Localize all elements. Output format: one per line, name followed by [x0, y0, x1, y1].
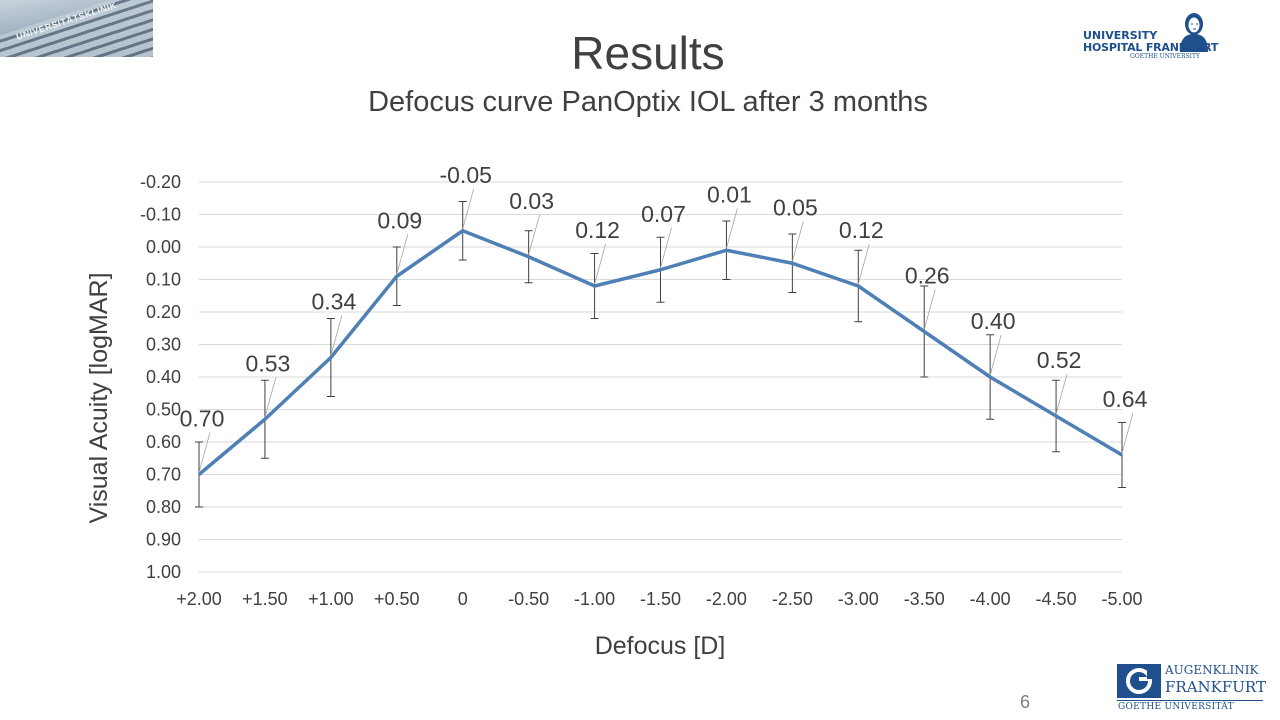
x-tick-label: -3.50 [904, 589, 945, 609]
data-label-leader [989, 334, 1002, 376]
data-label: 0.07 [641, 201, 686, 227]
x-tick-label: +2.00 [176, 589, 222, 609]
building-photo: UNIVERSITÄTSKLINIK [0, 0, 153, 57]
university-hospital-logo: UNIVERSITY HOSPITAL FRANKFURT GOETHE UNI… [1080, 8, 1220, 60]
augenklinik-logo: AUGENKLINIK FRANKFURT GOETHE UNIVERSITÄT [1117, 662, 1266, 712]
augenklinik-logo-line1: AUGENKLINIK [1165, 663, 1259, 677]
y-tick-label: 0.80 [146, 497, 181, 517]
x-tick-label: -4.50 [1036, 589, 1077, 609]
x-axis-title: Defocus [D] [595, 632, 726, 660]
data-label: 0.05 [773, 194, 818, 220]
data-label-leader [923, 289, 936, 330]
augenklinik-logo-line2: FRANKFURT [1165, 678, 1266, 696]
x-tick-label: 0 [458, 589, 468, 609]
data-label: 0.53 [246, 350, 291, 376]
y-tick-label: 0.20 [146, 302, 181, 322]
data-label: 0.12 [575, 217, 620, 243]
data-label-leader [264, 377, 277, 418]
data-label-leader [857, 243, 870, 285]
data-label-leader [528, 214, 541, 255]
x-tick-label: -4.00 [970, 589, 1011, 609]
x-tick-label: +0.50 [374, 589, 420, 609]
data-label: 0.01 [707, 181, 752, 207]
y-tick-label: 1.00 [146, 562, 181, 582]
university-logo-line3: GOETHE UNIVERSITY [1130, 53, 1200, 60]
data-label: 0.12 [839, 217, 884, 243]
slide-subtitle: Defocus curve PanOptix IOL after 3 month… [368, 86, 928, 118]
x-tick-label: -3.00 [838, 589, 879, 609]
x-tick-label: -1.00 [574, 589, 615, 609]
y-tick-label: 0.90 [146, 530, 181, 550]
x-tick-label: -0.50 [508, 589, 549, 609]
augenklinik-emblem-icon [1117, 664, 1161, 698]
y-axis-title: Visual Acuity [logMAR] [85, 272, 113, 523]
data-label: 0.40 [971, 308, 1016, 334]
data-label: 0.64 [1103, 386, 1148, 412]
data-label-leader [660, 227, 672, 268]
x-tick-label: -5.00 [1101, 589, 1142, 609]
data-label: 0.26 [905, 263, 950, 289]
data-label: 0.09 [377, 207, 422, 233]
y-tick-label: -0.20 [140, 172, 181, 192]
y-tick-label: -0.10 [140, 205, 181, 225]
y-tick-label: 0.00 [146, 237, 181, 257]
x-tick-label: -1.50 [640, 589, 681, 609]
y-tick-label: 0.10 [146, 270, 181, 290]
data-label-leader [1121, 412, 1134, 454]
page-number: 6 [1020, 692, 1031, 712]
y-tick-label: 0.50 [146, 400, 181, 420]
x-tick-label: +1.00 [308, 589, 354, 609]
data-label-leader [198, 432, 211, 473]
y-tick-label: 0.40 [146, 367, 181, 387]
goethe-portrait-icon [1180, 13, 1208, 52]
data-label-leader [462, 188, 475, 229]
data-label: -0.05 [439, 162, 491, 188]
data-label-leader [396, 234, 409, 275]
augenklinik-logo-line3: GOETHE UNIVERSITÄT [1118, 702, 1234, 712]
data-label: 0.03 [509, 188, 554, 214]
university-logo-line2: HOSPITAL FRANKFURT [1083, 41, 1219, 54]
y-tick-label: 0.60 [146, 432, 181, 452]
augenklinik-divider [1117, 700, 1263, 701]
data-label: 0.70 [180, 406, 225, 432]
data-label-leader [594, 243, 606, 285]
data-label-leader [726, 208, 738, 249]
data-label: 0.52 [1037, 347, 1082, 373]
x-tick-label: -2.50 [772, 589, 813, 609]
slide-title: Results [571, 27, 725, 79]
university-logo-line1: UNIVERSITY [1083, 29, 1158, 42]
data-label-leader [1055, 373, 1068, 415]
y-tick-label: 0.70 [146, 465, 181, 485]
data-label-leader [791, 221, 804, 262]
x-tick-label: -2.00 [706, 589, 747, 609]
x-tick-label: +1.50 [242, 589, 288, 609]
y-tick-label: 0.30 [146, 335, 181, 355]
data-label: 0.34 [311, 289, 356, 315]
data-label-leader [330, 315, 343, 356]
series-line [197, 229, 1123, 476]
